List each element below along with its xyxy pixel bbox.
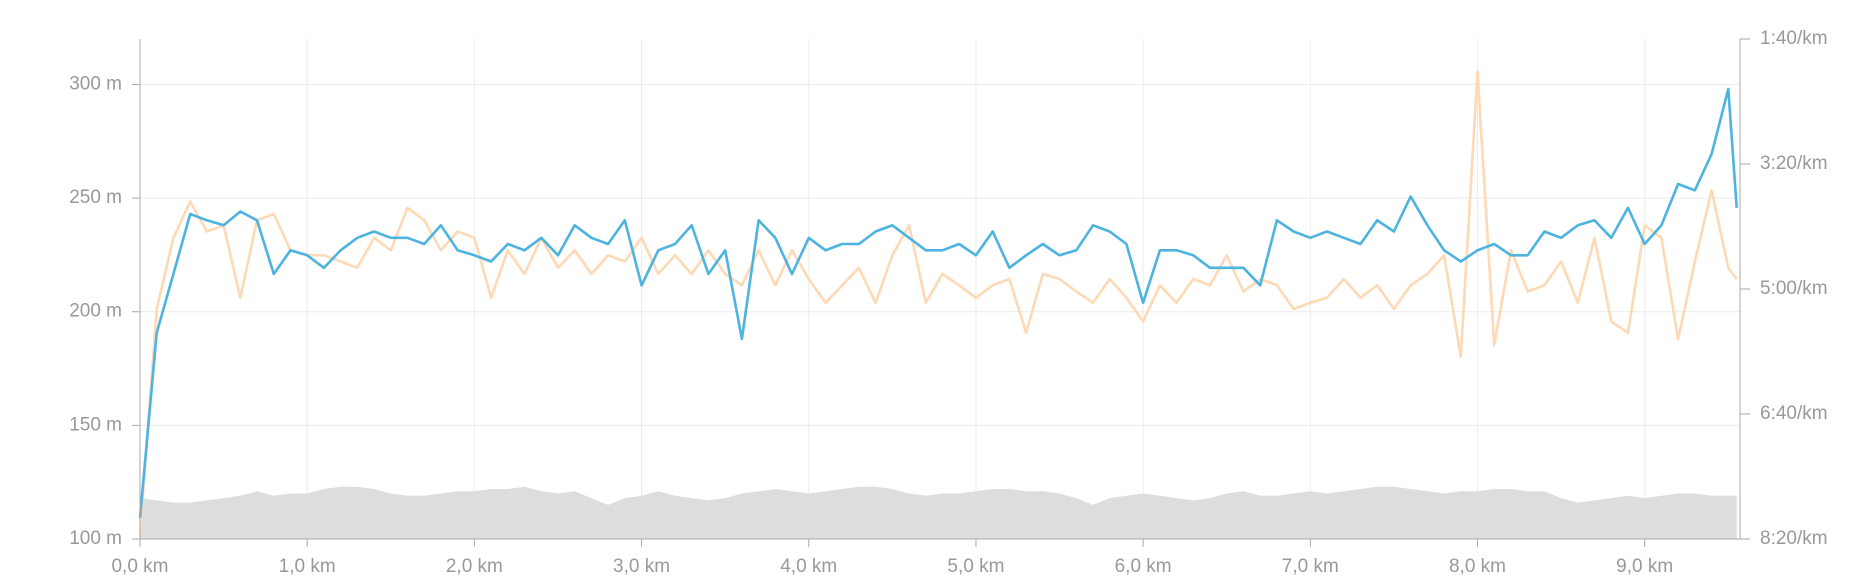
area [140, 486, 1737, 539]
x-tick-label: 3,0 km [613, 556, 670, 577]
x-tick-label: 5,0 km [947, 556, 1004, 577]
line [138, 70, 1738, 536]
x-tick-label: 0,0 km [111, 556, 168, 577]
y2-tick-label: 3:20/km [1760, 153, 1828, 174]
y-tick-label: 100 m [69, 528, 122, 549]
x-tick-label: 9,0 km [1616, 556, 1673, 577]
y-tick-label: 250 m [69, 187, 122, 208]
y2-tick-label: 5:00/km [1760, 278, 1828, 299]
y2-tick-label: 6:40/km [1760, 403, 1828, 424]
line [138, 87, 1738, 518]
x-tick-label: 1,0 km [279, 556, 336, 577]
y-tick-label: 150 m [69, 414, 122, 435]
y-tick-label: 300 m [69, 73, 122, 94]
x-tick-label: 7,0 km [1282, 556, 1339, 577]
x-tick-label: 2,0 km [446, 556, 503, 577]
y-tick-label: 200 m [69, 301, 122, 322]
x-tick-label: 4,0 km [780, 556, 837, 577]
x-tick-label: 8,0 km [1449, 556, 1506, 577]
y2-tick-label: 8:20/km [1760, 528, 1828, 549]
x-tick-label: 6,0 km [1115, 556, 1172, 577]
y2-tick-label: 1:40/km [1760, 28, 1828, 49]
